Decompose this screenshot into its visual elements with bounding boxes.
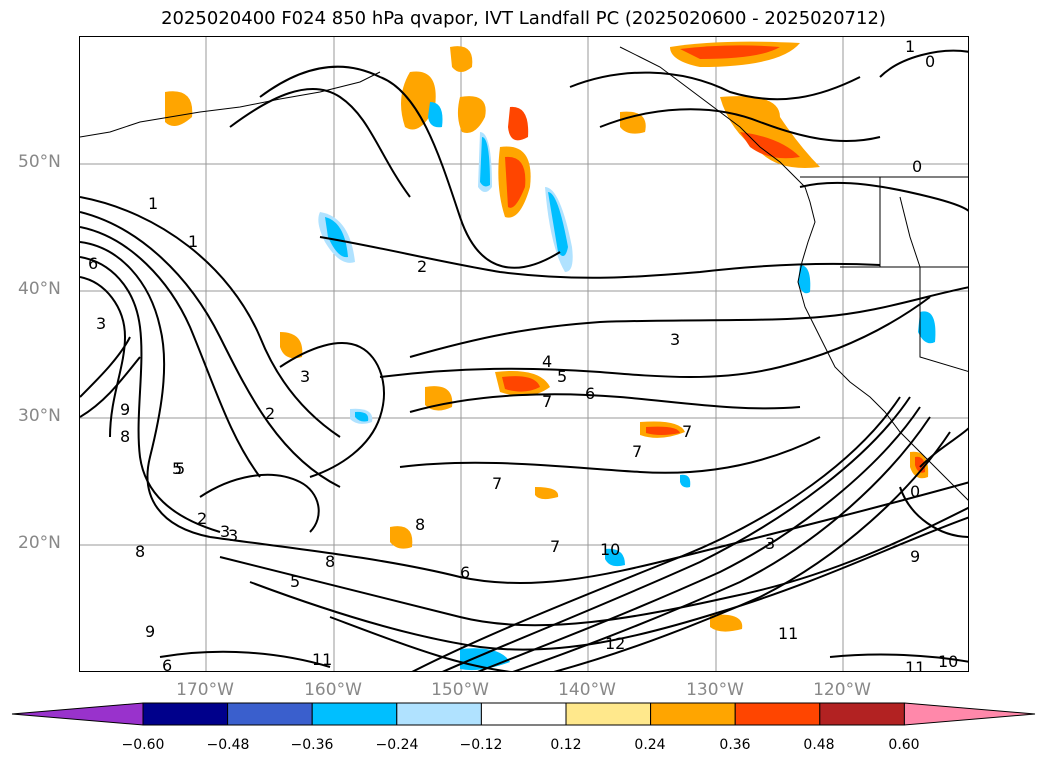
contour-label: 1 [188, 232, 198, 251]
lon-label: 120°W [813, 680, 871, 700]
contour-label: 11 [312, 650, 332, 669]
colorbar-tick-label: 0.24 [634, 737, 666, 753]
contour-label: 6 [162, 656, 172, 672]
lon-label: 150°W [431, 680, 489, 700]
colorbar-tick-label: 0.60 [888, 737, 920, 753]
colorbar-segment [311, 702, 398, 726]
contour-label: 5 [175, 459, 185, 478]
colorbar-extend-left [11, 702, 144, 726]
map-panel: 1 0 0 2 3 4 5 6 7 7 7 7 7 3 3 2 2 1 1 5 … [79, 36, 969, 672]
contour-label: 1 [905, 37, 915, 56]
contour-label: 8 [135, 542, 145, 561]
colorbar-segment [650, 702, 736, 726]
lat-label: 50°N [18, 152, 61, 172]
contour-label: 9 [910, 547, 920, 566]
contour-label: 3 [228, 526, 238, 545]
lat-label: 40°N [18, 279, 61, 299]
contour-label: 6 [460, 563, 470, 582]
negative-anomaly-patches [318, 102, 936, 671]
contour-label: 3 [670, 330, 680, 349]
contour-label: 7 [492, 474, 502, 493]
contour-label: 7 [542, 392, 552, 411]
contour-label: 10 [600, 540, 620, 559]
colorbar-segment [734, 702, 821, 726]
contour-label: 4 [542, 352, 552, 371]
contour-label: 0 [912, 157, 922, 176]
colorbar-segment [142, 702, 229, 726]
contour-label-group: 1 0 0 2 3 4 5 6 7 7 7 7 7 3 3 2 2 1 1 5 … [88, 37, 958, 672]
contour-label: 0 [925, 52, 935, 71]
contour-label: 11 [905, 658, 925, 672]
colorbar-tick-label: 0.12 [550, 737, 582, 753]
contour-label: 5 [557, 367, 567, 386]
contour-label: 8 [415, 515, 425, 534]
colorbar-tick-label: 0.48 [803, 737, 835, 753]
contour-label: 3 [96, 314, 106, 333]
colorbar [11, 702, 1036, 726]
contour-label: 6 [585, 384, 595, 403]
lon-label: 130°W [686, 680, 744, 700]
colorbar-segment [565, 702, 652, 726]
colorbar-tick-label: 0.36 [719, 737, 751, 753]
contour-label: 6 [88, 254, 98, 273]
contour-label: 5 [290, 572, 300, 591]
contour-label: 12 [605, 634, 625, 653]
contour-label: 9 [120, 400, 130, 419]
lat-label: 30°N [18, 406, 61, 426]
contour-label: 2 [197, 509, 207, 528]
contour-label: 7 [550, 537, 560, 556]
contour-label: 3 [220, 522, 230, 541]
positive-anomaly-patches [165, 41, 929, 632]
contour-label: 2 [265, 404, 275, 423]
lon-label: 160°W [304, 680, 362, 700]
plot-title: 2025020400 F024 850 hPa qvapor, IVT Land… [161, 8, 886, 29]
lon-label: 170°W [176, 680, 234, 700]
contour-label: 8 [325, 552, 335, 571]
colorbar-segment [480, 702, 567, 726]
colorbar-tick-label: −0.24 [375, 737, 419, 753]
colorbar-tick-label: −0.48 [206, 737, 250, 753]
contour-label: 11 [778, 624, 798, 643]
contour-label: 1 [148, 194, 158, 213]
colorbar-tick-label: −0.60 [121, 737, 165, 753]
contour-lines [80, 49, 968, 671]
colorbar-segment [396, 702, 482, 726]
colorbar-tick-label: −0.36 [290, 737, 334, 753]
contour-label: 0 [910, 482, 920, 501]
contour-label: 8 [120, 427, 130, 446]
contour-label: 2 [417, 257, 427, 276]
lon-label: 140°W [558, 680, 616, 700]
coastlines [80, 46, 968, 501]
colorbar-extend-right [903, 702, 1036, 726]
contour-label: 3 [300, 367, 310, 386]
contour-label: 7 [682, 422, 692, 441]
contour-label: 7 [632, 442, 642, 461]
colorbar-segment [227, 702, 313, 726]
colorbar-segment [819, 702, 905, 726]
colorbar-tick-label: −0.12 [459, 737, 503, 753]
contour-map: 1 0 0 2 3 4 5 6 7 7 7 7 7 3 3 2 2 1 1 5 … [80, 37, 968, 672]
lat-label: 20°N [18, 533, 61, 553]
contour-label: 9 [145, 622, 155, 641]
contour-label: 3 [765, 534, 775, 553]
contour-label: 10 [938, 652, 958, 671]
contour-label: 5 [172, 459, 182, 478]
